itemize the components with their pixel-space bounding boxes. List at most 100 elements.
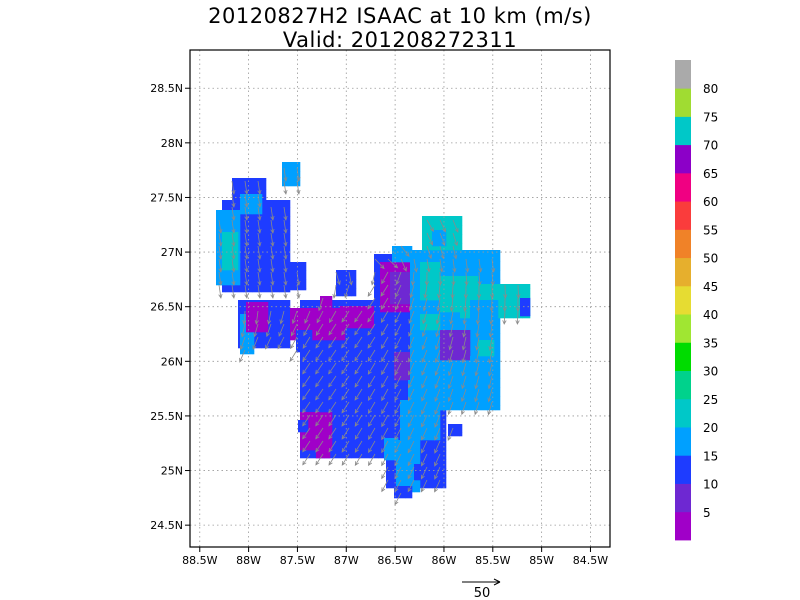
wind-cell [270,252,280,262]
wind-vector-arrow [436,297,441,312]
wind-vector-arrow [452,232,458,247]
wind-cell [279,243,289,253]
wind-vector-arrow [341,336,350,349]
wind-cell [468,396,478,406]
wind-vector-arrow [381,440,389,454]
wind-cell [234,210,241,217]
wind-cell [351,414,361,424]
wind-cell [279,200,289,208]
wind-vector-arrow [449,297,454,312]
wind-cell [432,243,442,251]
wind-vector-arrow [341,362,350,375]
wind-cell [387,459,397,461]
wind-cell [432,333,442,343]
wind-cell [441,270,451,280]
wind-vector-arrow [315,323,324,336]
wind-vector-arrow [474,362,480,377]
wind-cell [324,378,334,388]
wind-cell [432,459,442,469]
wind-cell [387,441,397,451]
wind-cell [477,261,487,271]
lat-tick-label: 24.5N [150,519,183,532]
wind-vector-arrow [461,349,467,364]
wind-vector-arrow [394,336,402,350]
wind-cell [450,315,460,325]
wind-vector-arrow [302,414,311,427]
wind-cell [333,378,343,388]
wind-cell [422,216,424,226]
wind-cell [297,315,307,325]
wind-cell [410,252,415,262]
wind-cell [333,351,343,361]
wind-cell [306,420,309,424]
wind-vector-arrow [341,388,350,401]
wind-cell [351,441,361,451]
wind-cell [441,360,451,370]
wind-cell [459,351,469,361]
wind-cell [243,333,253,343]
wind-vector-arrow [421,414,428,428]
wind-cell [441,276,451,280]
wind-cell [422,243,424,251]
wind-cell [270,234,280,244]
lon-tick-label: 84.5W [573,554,608,567]
wind-cell [495,261,501,271]
wind-cell [261,306,269,316]
wind-cell [420,297,424,301]
wind-cell [369,342,379,352]
wind-cell [261,261,271,271]
wind-cell [252,207,262,215]
wind-cell [405,330,415,334]
wind-vector-arrow [407,427,415,441]
wind-cell [297,351,307,353]
wind-cell [478,340,487,343]
wind-cell [279,315,289,325]
wind-cell [495,288,505,298]
wind-cell [405,297,413,305]
wind-cell [216,243,226,253]
wind-cell [405,261,413,263]
wind-cell [405,252,413,262]
wind-cell [423,297,433,307]
wind-cell [440,306,442,313]
wind-cell [441,243,451,251]
wind-vector-arrow [341,349,350,362]
wind-cell [405,477,415,487]
wind-vector-arrow [341,453,350,466]
wind-cell [369,405,379,415]
wind-cell [300,360,307,370]
wind-vector-arrow [244,232,249,247]
wind-cell [441,234,447,244]
wind-cell [486,396,496,406]
colorbar-label: 45 [703,280,718,294]
wind-cell [440,297,442,307]
wind-cell [387,378,397,388]
wind-cell [252,225,262,235]
wind-vector-arrow [328,401,337,414]
wind-vector-arrow [367,375,376,388]
wind-cell [450,216,460,226]
wind-cell [270,270,280,280]
wind-cell [340,306,343,316]
wind-vector-arrow [461,375,467,390]
wind-cell [252,261,262,271]
wind-cell [252,342,262,349]
wind-cell [288,342,291,349]
wind-cell [288,200,291,208]
wind-cell [374,306,379,316]
wind-cell [342,378,352,388]
wind-cell [396,262,406,271]
wind-cell [333,384,341,388]
wind-cell [396,459,399,461]
wind-vector-arrow [252,336,259,350]
wind-cell [360,351,370,361]
wind-vector-arrow [328,362,337,375]
wind-vector-arrow [452,258,457,273]
wind-cell [324,387,334,397]
wind-cell [495,300,499,307]
wind-cell [324,297,333,307]
wind-cell [405,423,415,433]
wind-cell [288,252,291,262]
wind-cell [495,378,499,388]
wind-cell [298,420,307,424]
